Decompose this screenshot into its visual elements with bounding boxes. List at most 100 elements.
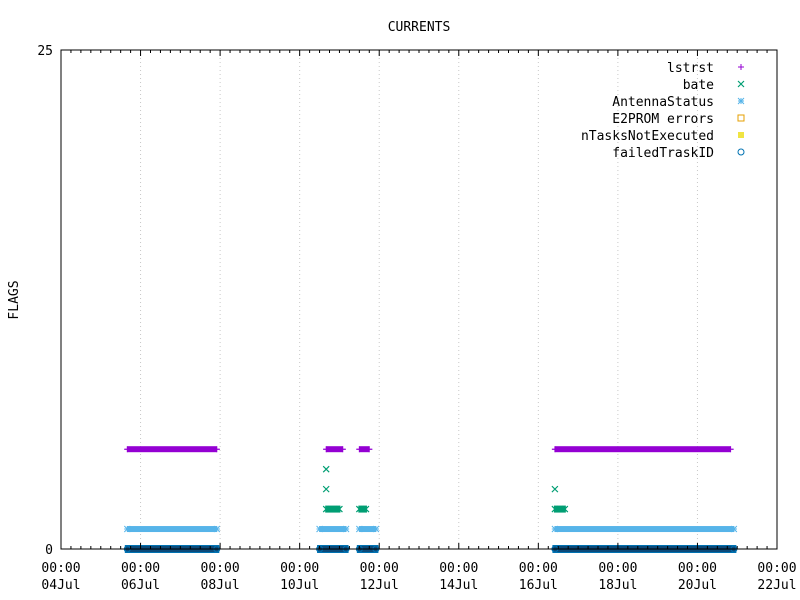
- marker-stroke: [339, 446, 346, 453]
- x-tick-time: 00:00: [519, 561, 558, 576]
- chart-title: CURRENTS: [388, 20, 451, 35]
- x-tick-date: 16Jul: [519, 578, 558, 593]
- marker-stroke: [342, 525, 350, 533]
- data-run-band: [358, 505, 367, 513]
- data-point: [322, 465, 330, 473]
- data-point: [355, 505, 363, 513]
- data-point: [551, 505, 559, 513]
- data-run-band: [553, 505, 566, 513]
- y-tick-label: 25: [37, 44, 53, 59]
- data-run: [124, 446, 220, 453]
- x-tick-time: 00:00: [41, 561, 80, 576]
- data-run: [551, 505, 569, 513]
- marker-stroke: [737, 97, 745, 105]
- data-run: [316, 525, 350, 533]
- data-point: [561, 505, 569, 513]
- marker-stroke: [213, 525, 221, 533]
- data-point: [316, 525, 323, 533]
- data-point: [355, 525, 363, 533]
- series-lstrst: [124, 446, 734, 453]
- x-tick-date: 12Jul: [360, 578, 399, 593]
- x-tick-date: 18Jul: [598, 578, 637, 593]
- legend-marker: [738, 64, 744, 70]
- legend-marker: [737, 97, 745, 105]
- marker-stroke: [551, 505, 559, 513]
- legend-marker: [737, 114, 745, 122]
- x-tick-date: 06Jul: [121, 578, 160, 593]
- data-point: [356, 446, 363, 453]
- marker-stroke: [730, 525, 738, 533]
- data-run: [322, 505, 343, 513]
- marker-stroke: [322, 485, 330, 493]
- data-point: [322, 505, 330, 513]
- marker-shape: [737, 114, 745, 122]
- x-tick-date: 04Jul: [41, 578, 80, 593]
- data-point: [551, 485, 559, 493]
- data-run: [355, 525, 380, 533]
- legend-label: bate: [683, 78, 714, 93]
- marker-stroke: [738, 64, 744, 70]
- data-run: [323, 446, 346, 453]
- marker-stroke: [561, 505, 569, 513]
- x-tick-time: 00:00: [280, 561, 319, 576]
- x-tick-time: 00:00: [439, 561, 478, 576]
- data-run: [551, 446, 734, 453]
- marker-stroke: [355, 505, 363, 513]
- x-tick-time: 00:00: [201, 561, 240, 576]
- legend: lstrst bate AntennaStatus E2PROM errors nTas…: [581, 61, 745, 161]
- legend-marker: [738, 132, 744, 138]
- data-point: [342, 525, 350, 533]
- marker-stroke: [372, 525, 380, 533]
- x-tick-date: 14Jul: [439, 578, 478, 593]
- x-tick-time: 00:00: [678, 561, 717, 576]
- data-run: [123, 525, 221, 533]
- x-tick-date: 08Jul: [201, 578, 240, 593]
- data-run: [356, 446, 373, 453]
- data-point: [730, 525, 738, 533]
- legend-label: lstrst: [667, 61, 714, 76]
- data-point: [124, 446, 131, 453]
- marker-shape: [738, 132, 744, 138]
- data-point: [727, 446, 734, 453]
- data-point: [372, 525, 380, 533]
- marker-stroke: [362, 505, 370, 513]
- x-tick-time: 00:00: [360, 561, 399, 576]
- x-tick-time: 00:00: [757, 561, 796, 576]
- marker-stroke: [356, 446, 363, 453]
- marker-stroke: [551, 446, 558, 453]
- x-tick-time: 00:00: [121, 561, 160, 576]
- data-point: [551, 525, 559, 533]
- marker-stroke: [124, 446, 131, 453]
- data-run-band: [325, 505, 341, 513]
- data-layer: [123, 446, 738, 553]
- x-tick-date: 20Jul: [678, 578, 717, 593]
- x-tick-time: 00:00: [598, 561, 637, 576]
- data-run: [551, 525, 738, 533]
- legend-marker: [737, 80, 745, 88]
- data-point: [362, 505, 370, 513]
- marker-stroke: [213, 446, 220, 453]
- y-axis-label: FLAGS: [7, 280, 22, 319]
- data-point: [339, 446, 346, 453]
- marker-stroke: [727, 446, 734, 453]
- marker-stroke: [322, 505, 330, 513]
- data-point: [551, 446, 558, 453]
- marker-stroke: [366, 446, 373, 453]
- series-bate: [322, 465, 569, 513]
- data-point: [213, 525, 221, 533]
- marker-shape: [737, 148, 745, 156]
- x-tick-date: 22Jul: [757, 578, 796, 593]
- data-point: [123, 525, 131, 533]
- legend-label: E2PROM errors: [612, 112, 714, 127]
- marker-stroke: [355, 525, 363, 533]
- marker-stroke: [123, 525, 131, 533]
- axes: 00:00 04Jul 00:00 06Jul 00:00 08Jul 00:00 10Jul…: [37, 44, 796, 593]
- data-point: [213, 446, 220, 453]
- data-point: [336, 505, 343, 513]
- marker-stroke: [336, 505, 343, 513]
- x-tick-date: 10Jul: [280, 578, 319, 593]
- legend-marker: [737, 148, 745, 156]
- marker-stroke: [551, 485, 559, 493]
- marker-stroke: [323, 446, 330, 453]
